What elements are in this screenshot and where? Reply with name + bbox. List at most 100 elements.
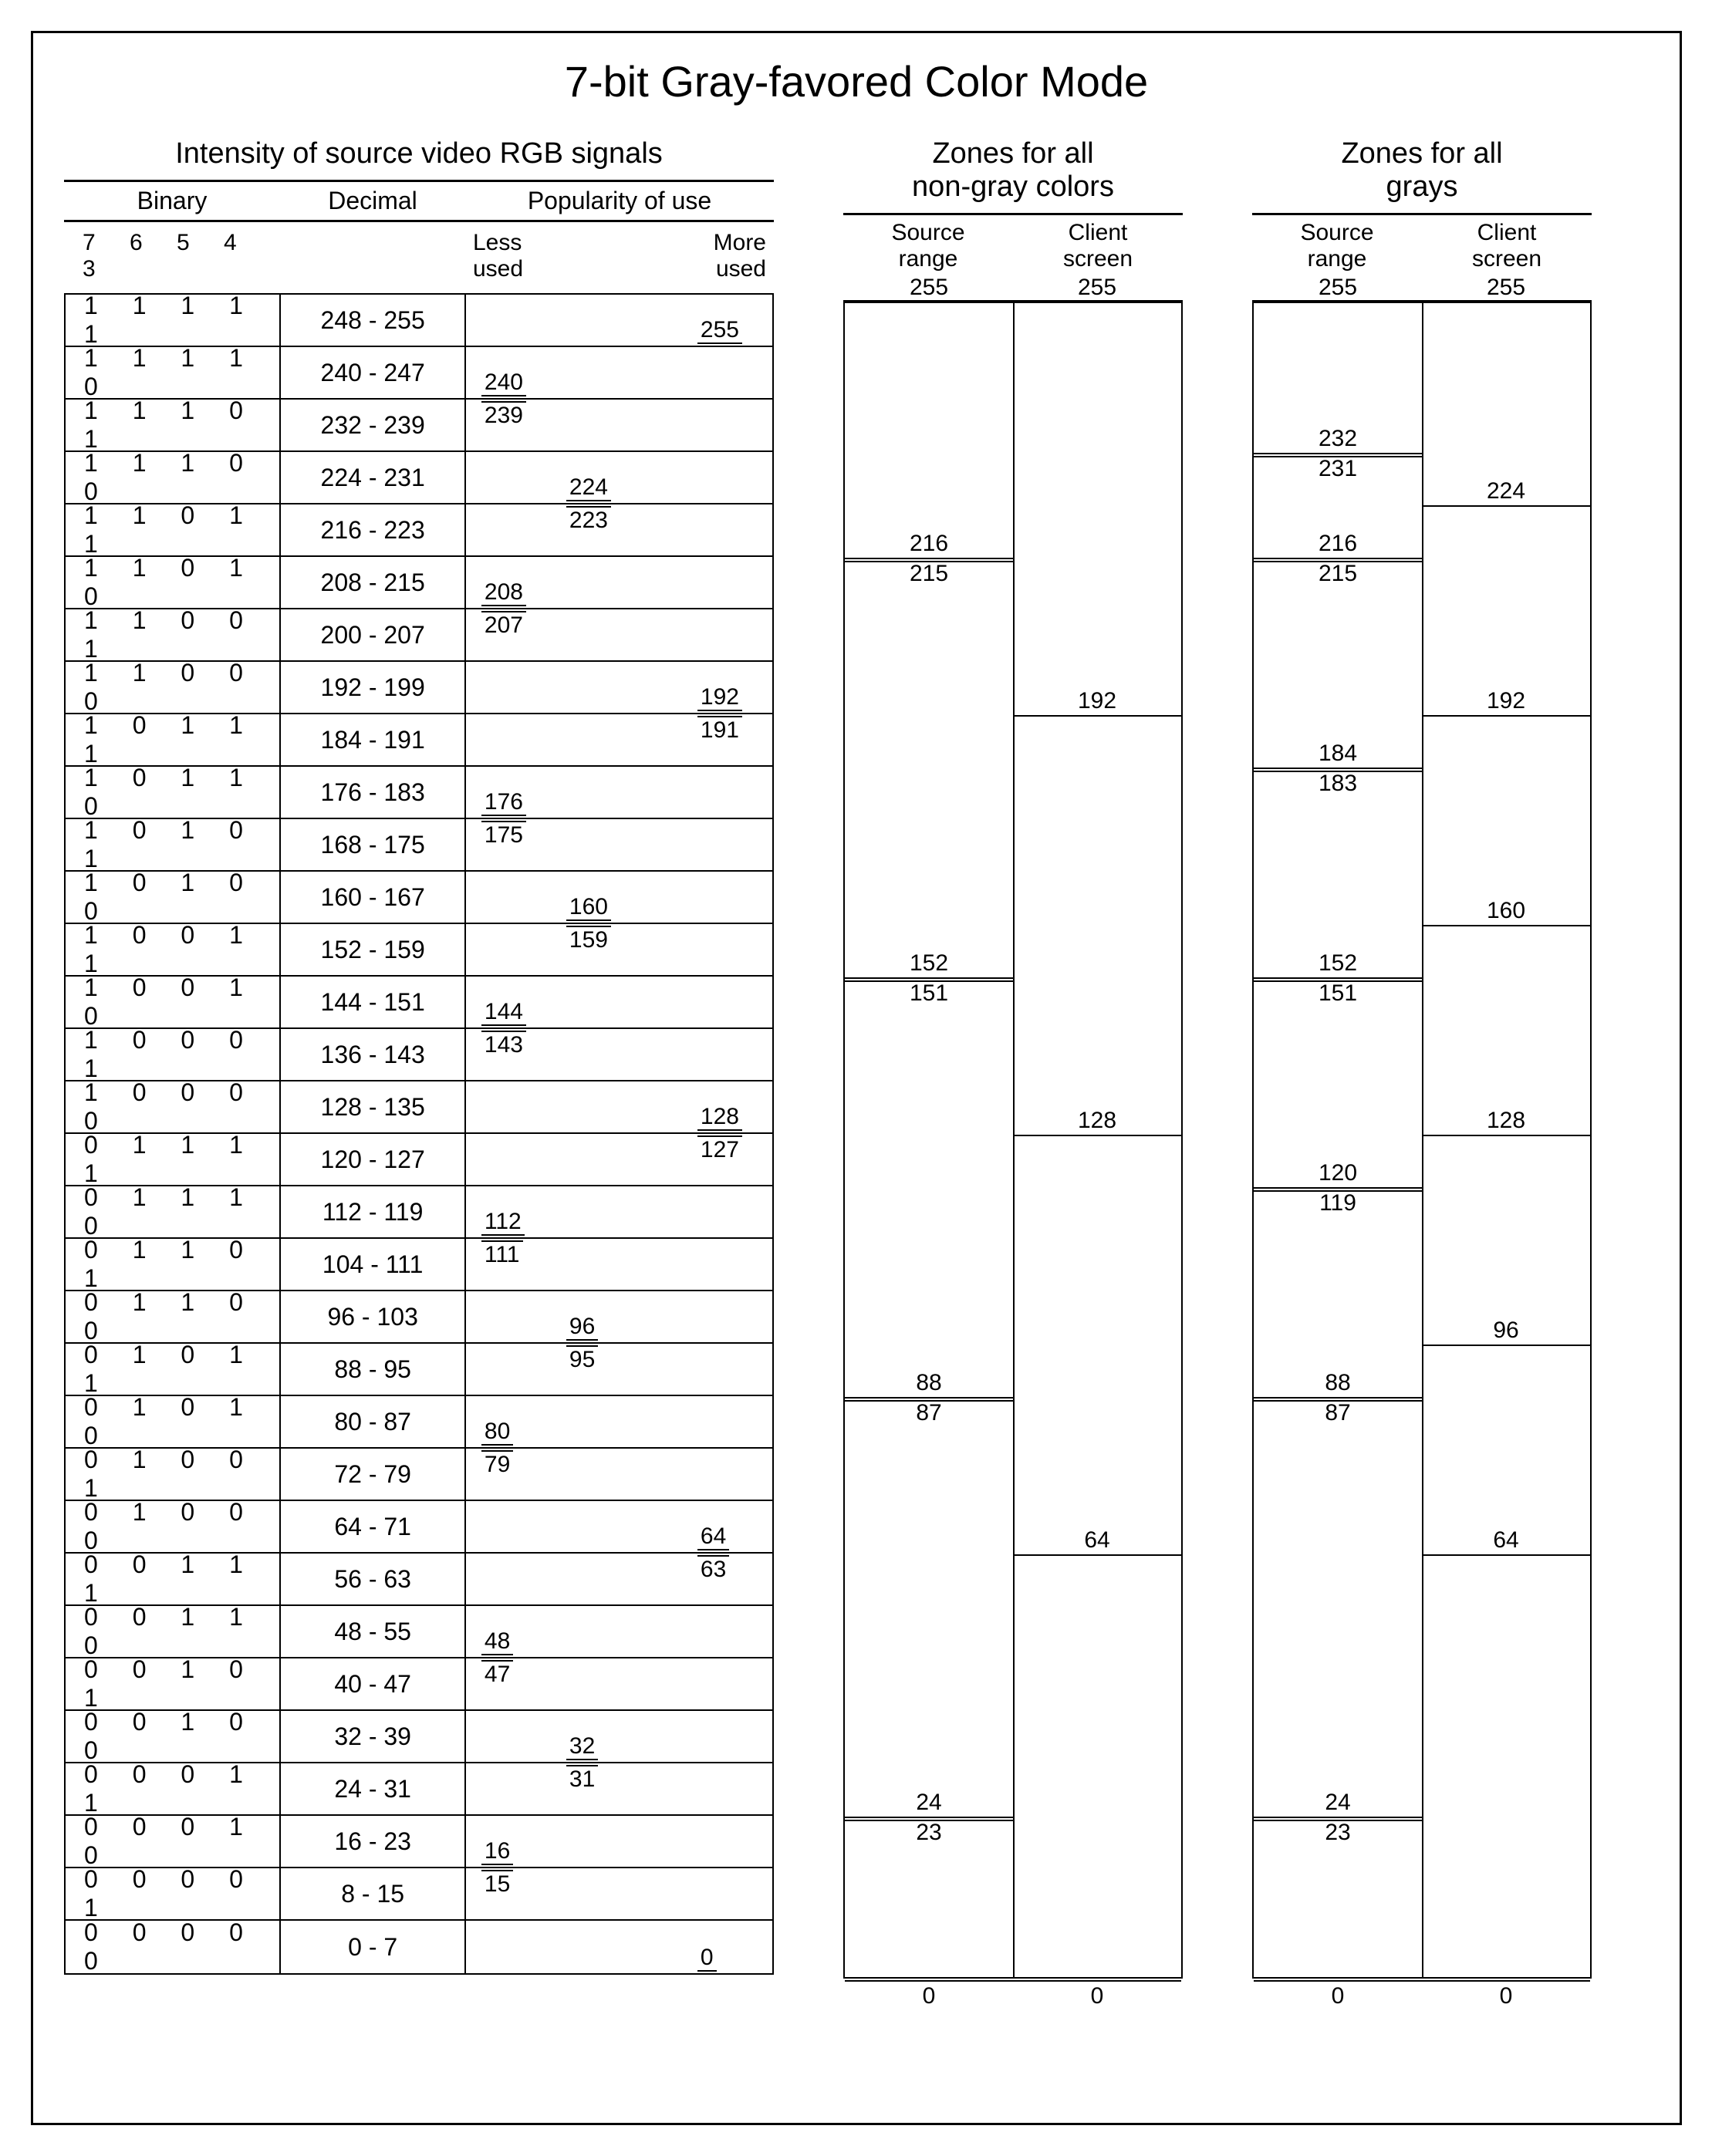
grays-client-header: Client screen [1422,215,1592,277]
table-row: 0 0 1 1 048 - 55 48 [66,1606,772,1658]
zone-label-above: 224 [1422,480,1590,503]
binary-cell: 0 0 1 0 0 [66,1711,281,1762]
bits-spacer [280,230,465,282]
table-row: 1 0 0 0 0128 - 135128 [66,1081,772,1134]
table-row: 1 0 1 1 0176 - 183176 [66,767,772,819]
decimal-cell: 232 - 239 [281,400,465,450]
popularity-value: 240 [481,369,526,396]
table-row: 0 0 0 0 00 - 7 0 [66,1921,772,1973]
table-row: 1 0 1 0 0160 - 167160 [66,872,772,924]
table-row: 0 1 0 1 080 - 8780 [66,1396,772,1449]
popularity-cell: 143 [466,1029,772,1080]
zone-label-above: 255 [1254,276,1422,299]
page-frame: 7-bit Gray-favored Color Mode Intensity … [31,31,1682,2125]
popularity-cell: 0 [466,1921,772,1973]
decimal-cell: 176 - 183 [281,767,465,818]
bits-row: 7 6 5 4 3 Less used More used [64,222,774,293]
popularity-cell: 191 [466,714,772,765]
table-row: 0 1 1 0 096 - 10396 [66,1291,772,1344]
popularity-cell: 192 [466,662,772,713]
nongray-divider [1013,302,1015,1977]
zone-label-above: 24 [845,1791,1013,1814]
binary-cell: 0 0 0 1 1 [66,1763,281,1814]
popularity-cell: 255 [466,295,772,346]
zone-label-above: 192 [1013,690,1181,713]
popularity-cell: 224 [466,452,772,503]
table-row: 1 0 0 1 0144 - 151144 [66,977,772,1029]
popularity-cell: 48 [466,1606,772,1657]
bits-label: 7 6 5 4 3 [64,230,280,282]
table-row: 0 1 1 1 1120 - 127127 [66,1134,772,1186]
popularity-value: 0 [697,1945,717,1972]
zone-label-below: 231 [1254,457,1422,481]
popularity-value: 48 [481,1628,513,1655]
zone-label-below: 183 [1254,772,1422,795]
binary-cell: 0 0 1 1 0 [66,1606,281,1657]
table-row: 1 1 0 1 0208 - 215208 [66,557,772,609]
binary-cell: 0 1 1 0 0 [66,1291,281,1342]
binary-cell: 0 1 0 0 0 [66,1501,281,1552]
table-row: 1 1 1 1 1248 - 255255 [66,295,772,347]
decimal-cell: 96 - 103 [281,1291,465,1342]
binary-cell: 0 0 0 1 0 [66,1816,281,1867]
decimal-cell: 152 - 159 [281,924,465,975]
zone-label-below: 215 [845,562,1013,585]
popularity-value: 47 [481,1660,513,1687]
decimal-cell: 0 - 7 [281,1921,465,1973]
more-used-label: More used [620,230,774,282]
binary-cell: 1 0 1 0 1 [66,819,281,870]
popularity-cell: 223 [466,504,772,555]
binary-cell: 0 0 0 0 0 [66,1921,281,1973]
grays-column: Zones for all grays Source range Client … [1252,137,1592,1979]
zone-label-below: 151 [1254,982,1422,1005]
binary-cell: 0 1 0 1 1 [66,1344,281,1395]
popularity-value: 143 [481,1031,526,1058]
nongray-source-header: Source range [843,215,1013,277]
nongray-column: Zones for all non-gray colors Source ran… [843,137,1183,1979]
grays-head: Source range Client screen [1252,213,1592,277]
popularity-header: Popularity of use [465,182,774,220]
binary-cell: 1 0 0 0 1 [66,1029,281,1080]
intensity-column: Intensity of source video RGB signals Bi… [64,137,774,1975]
popularity-value: 255 [697,317,742,344]
zone-label-above: 192 [1422,690,1590,713]
table-row: 1 0 0 1 1152 - 159159 [66,924,772,977]
grays-title: Zones for all grays [1252,137,1592,204]
popularity-cell: 127 [466,1134,772,1185]
zone-label-above: 160 [1422,899,1590,923]
binary-cell: 0 1 1 1 0 [66,1186,281,1237]
binary-cell: 1 0 1 1 1 [66,714,281,765]
popularity-value: 160 [566,894,611,921]
zone-label-above: 64 [1013,1529,1181,1552]
popularity-cell: 32 [466,1711,772,1762]
zone-label-above: 216 [1254,532,1422,555]
popularity-value: 112 [481,1209,525,1236]
table-row: 1 0 1 0 1168 - 175175 [66,819,772,872]
popularity-cell: 96 [466,1291,772,1342]
zone-label-below: 215 [1254,562,1422,585]
decimal-cell: 160 - 167 [281,872,465,923]
popularity-value: 79 [481,1450,513,1477]
decimal-cell: 136 - 143 [281,1029,465,1080]
popularity-value: 144 [481,999,526,1026]
decimal-cell: 64 - 71 [281,1501,465,1552]
binary-cell: 1 0 0 1 0 [66,977,281,1027]
popularity-cell: 112 [466,1186,772,1237]
popularity-cell: 16 [466,1816,772,1867]
intensity-table: 1 1 1 1 1248 - 2552551 1 1 1 0240 - 2472… [64,293,774,1975]
popularity-value: 239 [481,401,526,428]
table-row: 0 0 0 1 124 - 3131 [66,1763,772,1816]
popularity-cell: 111 [466,1239,772,1290]
table-row: 1 1 0 1 1216 - 223223 [66,504,772,557]
zone-label-above: 216 [845,532,1013,555]
binary-cell: 1 0 1 1 0 [66,767,281,818]
binary-cell: 1 1 0 0 0 [66,662,281,713]
popularity-cell: 176 [466,767,772,818]
popularity-value: 175 [481,821,526,848]
popularity-cell: 95 [466,1344,772,1395]
zone-label-above: 152 [845,952,1013,975]
binary-cell: 0 1 0 1 0 [66,1396,281,1447]
intensity-subhead: Binary Decimal Popularity of use [64,180,774,222]
decimal-cell: 48 - 55 [281,1606,465,1657]
popularity-cell: 240 [466,347,772,398]
